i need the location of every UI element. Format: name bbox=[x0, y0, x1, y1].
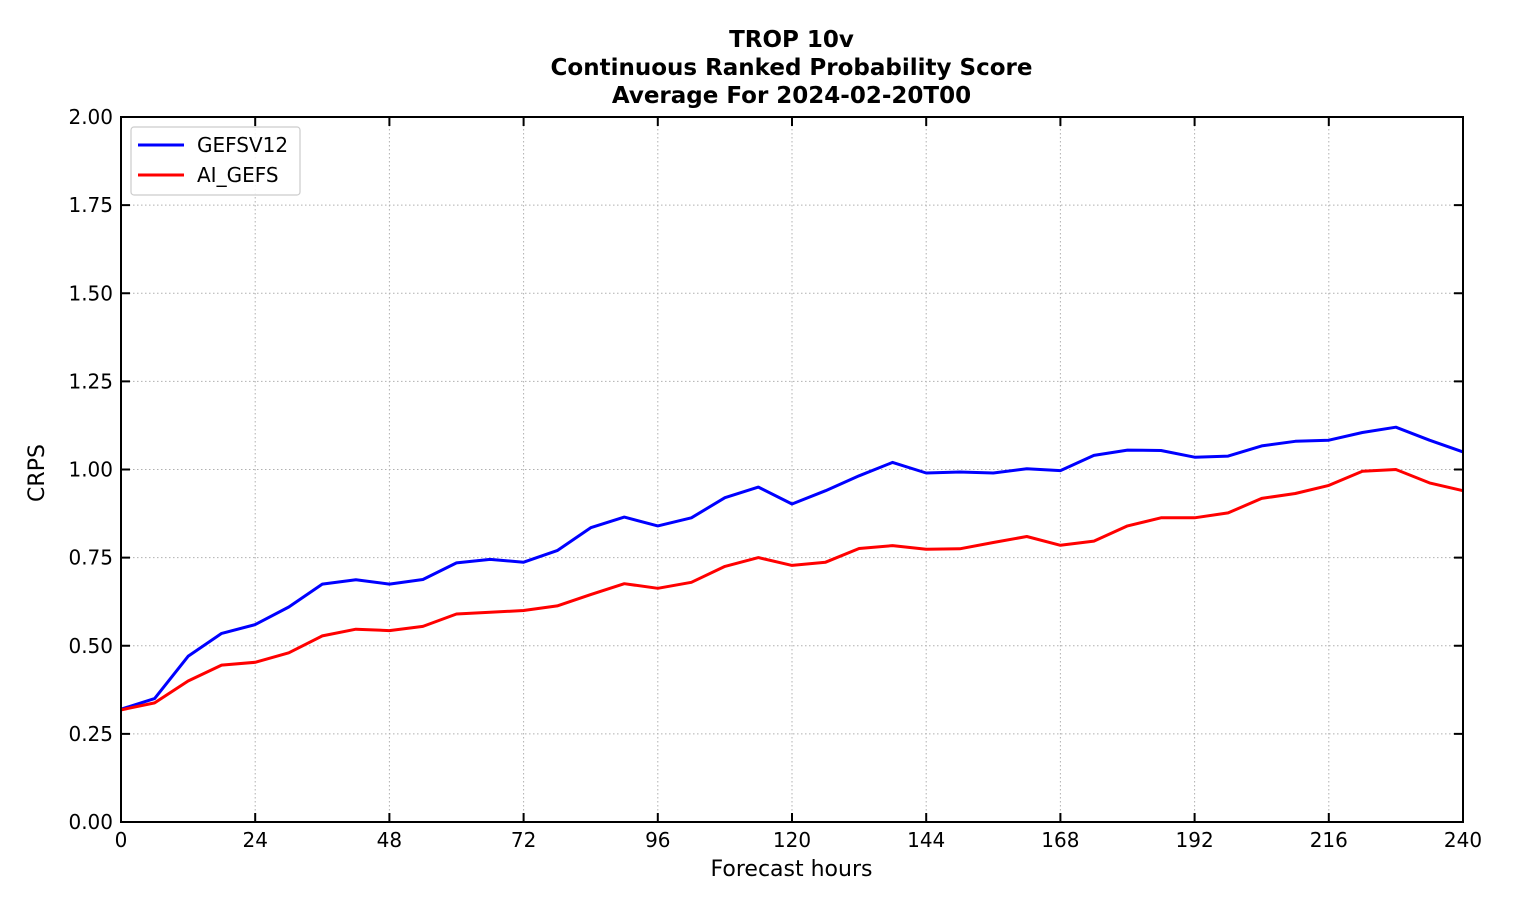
y-tick-label: 1.25 bbox=[68, 369, 113, 393]
chart-title: TROP 10v bbox=[729, 27, 854, 53]
y-axis-label: CRPS bbox=[25, 444, 50, 502]
y-tick-label: 1.00 bbox=[68, 458, 113, 482]
y-tick-label: 2.00 bbox=[68, 105, 113, 129]
chart-subtitle-date: Average For 2024-02-20T00 bbox=[611, 83, 972, 109]
x-tick-label: 120 bbox=[773, 828, 811, 852]
y-tick-label: 0.25 bbox=[68, 722, 113, 746]
x-tick-label: 168 bbox=[1041, 828, 1079, 852]
series-line-gefsv12 bbox=[120, 425, 1464, 711]
x-tick-label: 144 bbox=[907, 828, 945, 852]
x-tick-label: 240 bbox=[1444, 828, 1482, 852]
x-tick-label: 216 bbox=[1310, 828, 1348, 852]
y-tick-label: 0.00 bbox=[68, 810, 113, 834]
x-tick-label: 96 bbox=[645, 828, 670, 852]
y-tick-label: 0.50 bbox=[68, 634, 113, 658]
y-tick-label: 0.75 bbox=[68, 546, 113, 570]
series-line-ai-gefs bbox=[120, 468, 1464, 712]
legend-label: GEFSV12 bbox=[197, 133, 288, 157]
chart-subtitle: Continuous Ranked Probability Score bbox=[550, 55, 1033, 81]
y-tick-label: 1.75 bbox=[68, 193, 113, 217]
x-axis-label: Forecast hours bbox=[710, 857, 873, 882]
x-tick-label: 72 bbox=[511, 828, 536, 852]
x-tick-label: 192 bbox=[1176, 828, 1214, 852]
x-tick-label: 0 bbox=[115, 828, 128, 852]
x-tick-label: 24 bbox=[242, 828, 267, 852]
legend-label: AI_GEFS bbox=[197, 163, 279, 187]
y-tick-label: 1.50 bbox=[68, 281, 113, 305]
x-tick-label: 48 bbox=[377, 828, 402, 852]
